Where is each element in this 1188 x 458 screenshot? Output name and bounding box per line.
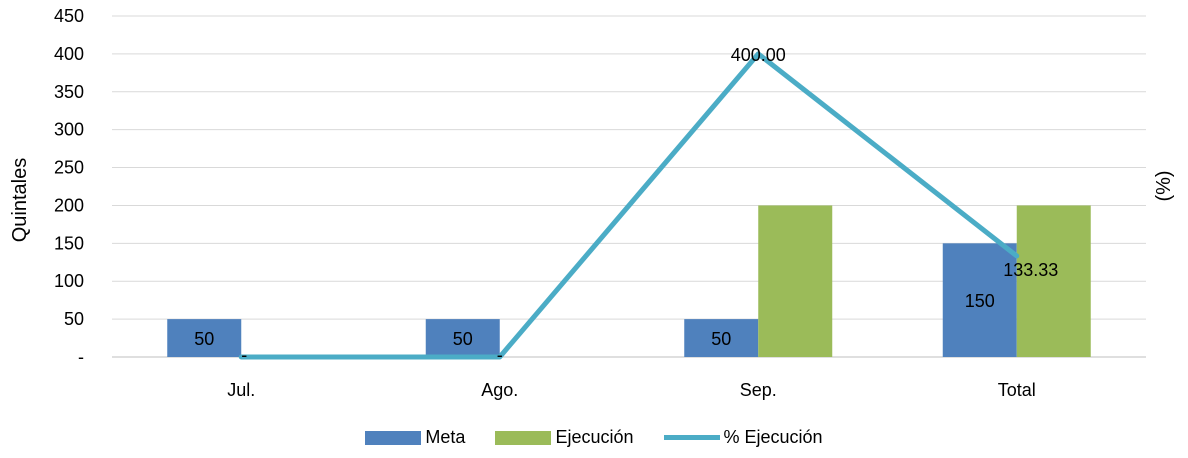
line-pct-ejecucion	[238, 51, 1020, 360]
x-axis-categories: Jul. Ago. Sep. Total	[227, 380, 1036, 400]
legend-item-meta: Meta	[365, 427, 465, 448]
x-category-label: Ago.	[481, 380, 518, 400]
bar-meta	[942, 243, 1017, 357]
line-series	[238, 51, 1020, 360]
y-tick-label: 150	[54, 233, 84, 253]
data-labels: 50 50 50 150 - - 400.00 133.33	[194, 45, 1058, 365]
y-tick-label: 350	[54, 82, 84, 102]
x-category-label: Jul.	[227, 380, 255, 400]
legend-label-pct-ejecucion: % Ejecución	[723, 427, 823, 447]
legend-item-ejecucion: Ejecución	[495, 427, 634, 448]
y-tick-label: 300	[54, 120, 84, 140]
line-data-label: 133.33	[1003, 260, 1058, 280]
legend-label-meta: Meta	[425, 427, 466, 447]
y-tick-label: -	[78, 347, 84, 367]
bar-meta	[167, 319, 242, 357]
y-tick-label: 450	[54, 6, 84, 26]
x-category-label: Sep.	[740, 380, 777, 400]
secondary-axis-title: (%)	[1153, 170, 1175, 201]
legend-swatch-ejecucion	[495, 430, 552, 445]
data-label: 50	[453, 329, 473, 349]
y-tick-label: 400	[54, 44, 84, 64]
data-label: 50	[194, 329, 214, 349]
y-tick-label: 200	[54, 195, 84, 215]
y-tick-label: 50	[64, 309, 84, 329]
data-label: 50	[711, 329, 731, 349]
legend-swatch-meta	[365, 430, 422, 445]
bar-meta	[684, 319, 759, 357]
bar-ejecuci-n	[758, 205, 833, 357]
data-label: -	[241, 345, 247, 365]
legend-item-pct-ejecucion: % Ejecución	[663, 427, 823, 448]
bar-series	[167, 205, 1091, 357]
line-data-label: -	[497, 345, 503, 365]
line-data-label: 400.00	[731, 45, 786, 65]
combo-chart: - 50 100 150 200 250 300 350 400 450 Jul. Ago. Sep.…	[9, 6, 1175, 400]
legend-label-ejecucion: Ejecución	[555, 427, 634, 447]
y-axis-title: Quintales	[9, 158, 31, 243]
legend-swatch-pct-ejecucion	[663, 435, 720, 440]
y-tick-label: 250	[54, 158, 84, 178]
y-tick-label: 100	[54, 271, 84, 291]
legend: Meta Ejecución % Ejecución	[0, 427, 1188, 448]
bar-ejecuci-n	[1016, 205, 1091, 357]
bar-meta	[425, 319, 500, 357]
data-label: 150	[965, 291, 995, 311]
x-category-label: Total	[998, 380, 1036, 400]
y-axis-ticks: - 50 100 150 200 250 300 350 400 450	[54, 6, 84, 367]
